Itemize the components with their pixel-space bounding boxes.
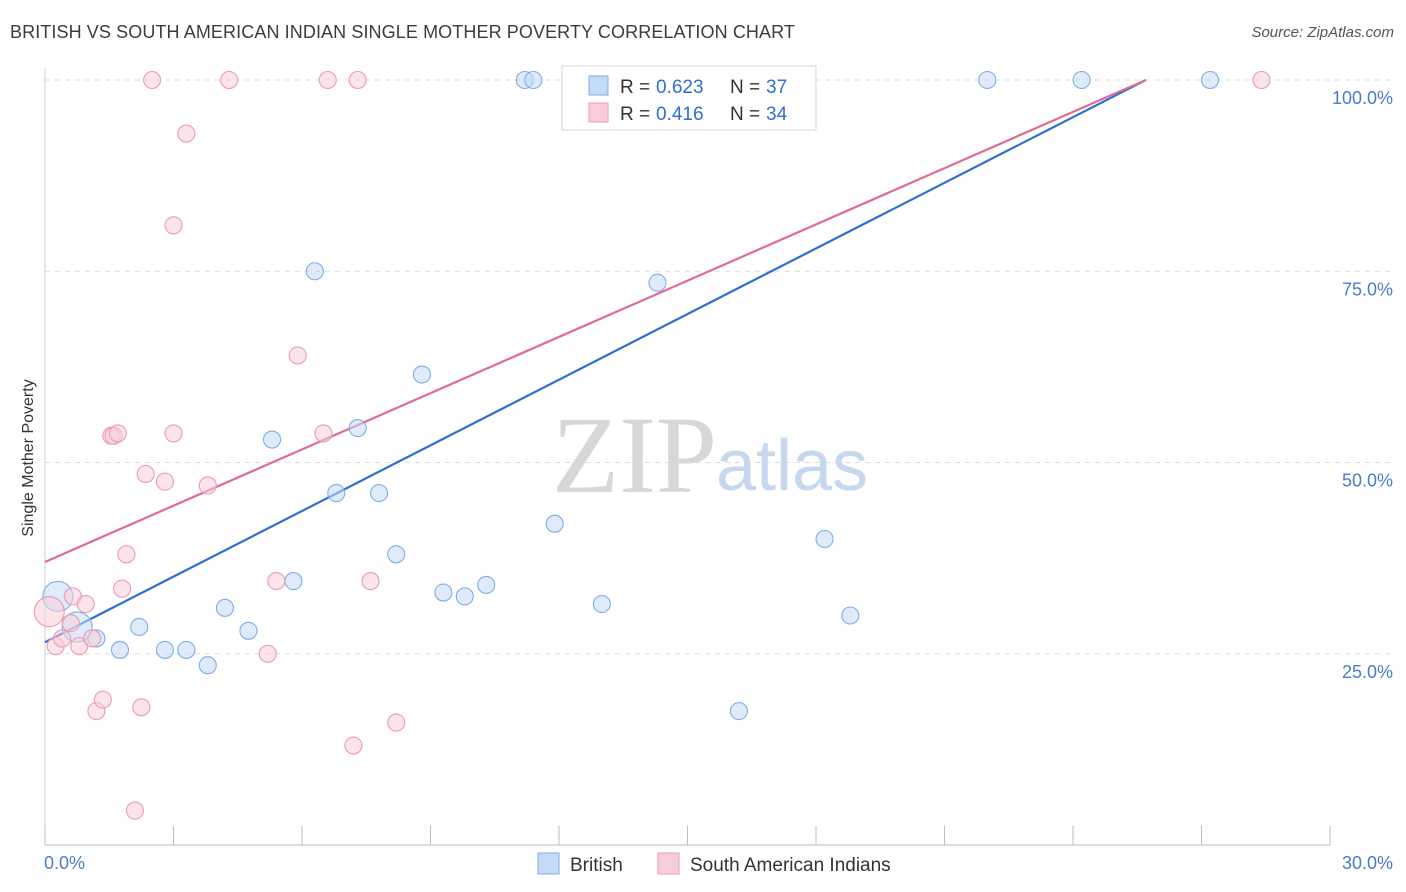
data-point-south-american-indians: [177, 124, 196, 143]
y-axis-label: Single Mother Poverty: [20, 379, 37, 536]
data-point-south-american-indians: [220, 70, 239, 90]
data-point-british: [327, 484, 346, 503]
data-point-british: [177, 640, 196, 659]
data-point-south-american-indians: [136, 464, 155, 484]
data-point-british: [215, 598, 234, 617]
legend-swatch-south-american-indians: [657, 852, 680, 875]
stats-legend-swatch: [588, 102, 609, 123]
data-point-british: [155, 640, 174, 659]
y-tick-label: 75.0%: [1342, 279, 1393, 299]
data-point-british: [1201, 70, 1220, 90]
y-tick-label: 50.0%: [1342, 471, 1393, 491]
data-point-british: [239, 621, 258, 640]
stats-legend-n-value: 34: [766, 104, 788, 125]
axes: [44, 68, 1331, 846]
trend-lines: [44, 78, 1147, 644]
data-point-south-american-indians: [117, 545, 136, 564]
data-point-south-american-indians: [53, 629, 72, 648]
data-point-south-american-indians: [164, 424, 183, 443]
data-point-british: [110, 640, 130, 659]
data-point-south-american-indians: [164, 216, 183, 235]
data-point-british: [387, 545, 406, 564]
data-point-british: [348, 419, 367, 438]
data-point-south-american-indians: [93, 690, 112, 709]
stats-legend-n-label: N =: [730, 104, 760, 125]
data-point-british: [455, 587, 474, 606]
data-point-south-american-indians: [143, 70, 162, 90]
data-point-british: [1072, 70, 1091, 90]
stats-legend-r-value: 0.416: [656, 104, 704, 125]
data-point-british: [370, 484, 389, 503]
data-point-south-american-indians: [61, 614, 80, 633]
data-point-south-american-indians: [155, 472, 174, 491]
data-point-british: [815, 529, 834, 549]
data-point-british: [412, 365, 431, 384]
stats-legend-r-value: 0.623: [656, 77, 704, 98]
data-point-south-american-indians: [132, 698, 151, 717]
chart-title: BRITISH VS SOUTH AMERICAN INDIAN SINGLE …: [10, 22, 795, 42]
watermark-zip: ZIP: [552, 394, 717, 516]
data-point-south-american-indians: [348, 70, 367, 90]
data-point-british: [434, 583, 453, 602]
data-point-south-american-indians: [387, 713, 406, 732]
data-point-south-american-indians: [318, 70, 337, 90]
data-point-british: [648, 273, 667, 292]
x-tick-label: 0.0%: [44, 853, 85, 873]
data-point-british: [592, 594, 611, 614]
stats-legend-r-label: R =: [620, 77, 650, 98]
data-point-south-american-indians: [258, 644, 277, 663]
stats-legend-n-label: N =: [730, 77, 760, 98]
watermark: ZIP atlas: [552, 394, 868, 516]
legend-label-british: British: [570, 855, 623, 876]
data-point-south-american-indians: [113, 579, 132, 598]
stats-legend-r-label: R =: [620, 104, 650, 125]
data-point-south-american-indians: [288, 346, 307, 365]
data-point-british: [284, 572, 303, 591]
data-point-south-american-indians: [1252, 70, 1271, 90]
data-point-british: [130, 617, 149, 637]
data-point-south-american-indians: [361, 572, 380, 591]
stats-legend: R = 0.623 N = 37 R = 0.416 N = 34: [561, 65, 817, 131]
chart-source: Source: ZipAtlas.com: [1251, 24, 1394, 41]
stats-legend-swatch: [588, 75, 609, 96]
data-point-british: [978, 70, 997, 90]
data-point-south-american-indians: [83, 629, 102, 648]
data-point-british: [198, 656, 217, 675]
trend-line-south-american-indians: [44, 78, 1147, 563]
legend-label-south-american-indians: South American Indians: [690, 855, 891, 876]
x-tick-labels: 0.0% 30.0%: [44, 853, 1393, 873]
data-point-british: [305, 262, 324, 281]
legend-swatch-british: [537, 852, 560, 875]
data-point-british: [841, 606, 860, 625]
data-point-british: [262, 430, 282, 449]
bottom-legend: British South American Indians: [537, 852, 891, 876]
data-point-south-american-indians: [33, 596, 65, 628]
y-tick-label: 100.0%: [1332, 88, 1393, 108]
data-point-south-american-indians: [314, 424, 333, 443]
data-point-british: [524, 70, 543, 90]
data-point-south-american-indians: [198, 476, 217, 495]
data-points: [33, 70, 1271, 820]
y-tick-label: 25.0%: [1342, 662, 1393, 682]
data-point-british: [545, 514, 564, 533]
stats-legend-n-value: 37: [766, 77, 787, 98]
data-point-south-american-indians: [344, 736, 363, 755]
grid-lines: [45, 79, 1393, 655]
watermark-atlas: atlas: [716, 426, 868, 506]
data-point-british: [477, 575, 496, 594]
data-point-south-american-indians: [76, 594, 95, 614]
trend-line-british: [44, 79, 1147, 644]
data-point-south-american-indians: [267, 572, 286, 591]
y-tick-labels: 25.0% 50.0% 75.0% 100.0%: [1332, 88, 1393, 682]
data-point-british: [729, 702, 748, 721]
data-point-south-american-indians: [125, 801, 144, 820]
x-tick-label: 30.0%: [1342, 853, 1393, 873]
data-point-south-american-indians: [108, 424, 127, 443]
